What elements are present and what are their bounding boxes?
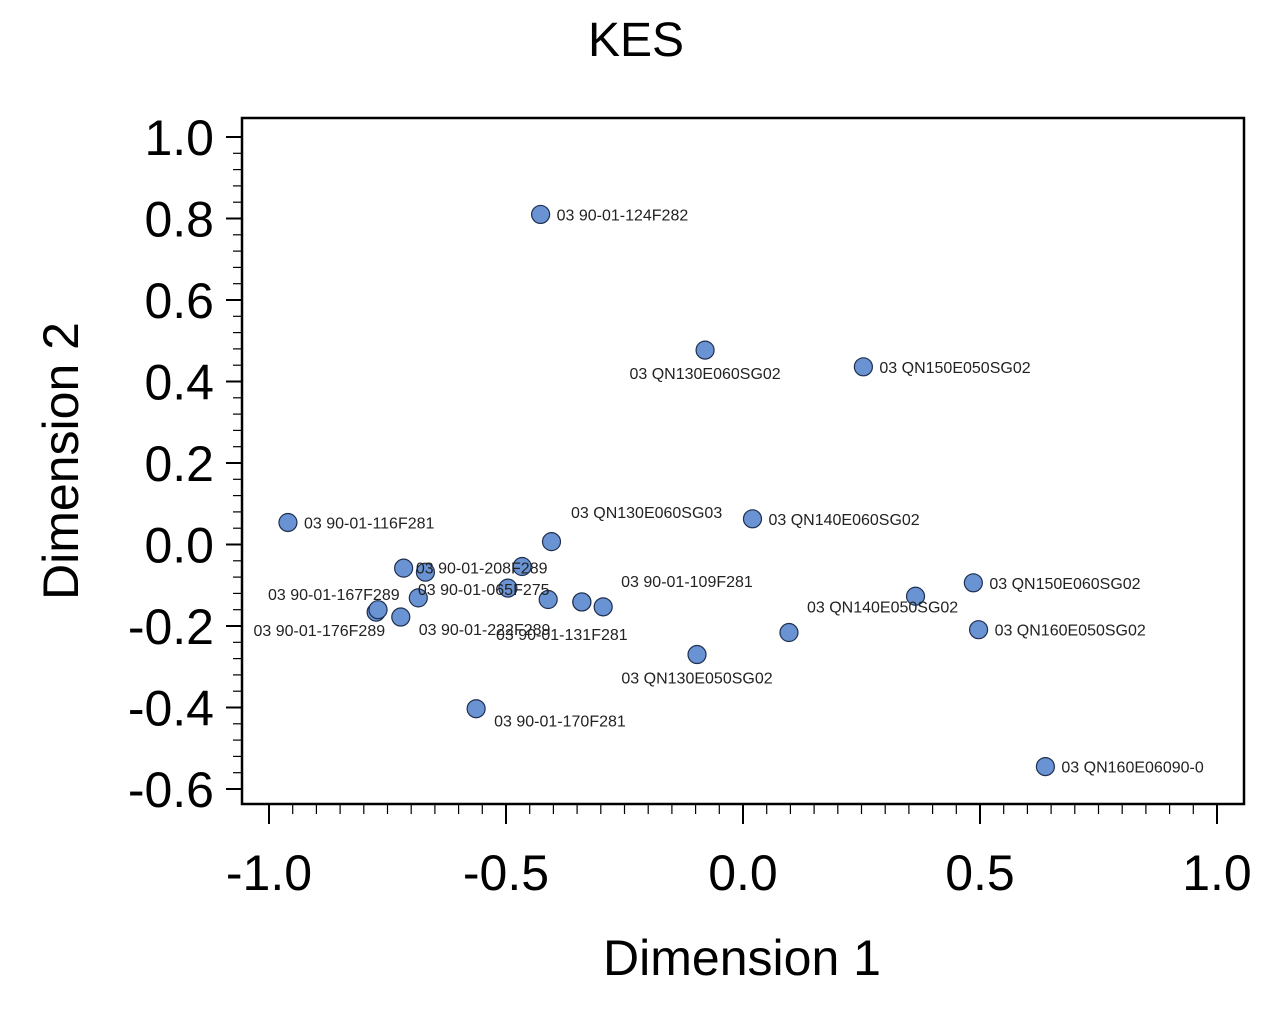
data-point: [963, 573, 983, 593]
point-label: 03 90-01-131F281: [496, 627, 628, 644]
data-points: [278, 204, 1056, 777]
y-tick-label: 0.8: [144, 192, 214, 248]
point-label: 03 90-01-124F282: [557, 207, 689, 224]
data-point: [742, 509, 763, 529]
data-point: [368, 600, 388, 620]
y-tick-label: 1.0: [144, 110, 214, 166]
data-point: [498, 578, 518, 598]
x-tick-label: 0.0: [708, 845, 778, 901]
data-point: [415, 562, 436, 582]
x-tick-label: 1.0: [1182, 845, 1252, 901]
y-tick-label: 0.2: [144, 436, 214, 492]
data-point: [512, 556, 532, 577]
point-label: 03 90-01-167F289: [268, 587, 400, 604]
data-point: [541, 532, 562, 552]
y-tick-label: 0.4: [144, 355, 214, 411]
x-tick-label: 0.5: [945, 845, 1015, 901]
x-tick-label: -1.0: [226, 845, 312, 901]
data-point: [391, 607, 411, 627]
point-label: 03 QN130E060SG03: [571, 505, 722, 522]
y-tick-label: -0.6: [128, 762, 214, 818]
y-axis-title: Dimension 2: [33, 322, 89, 600]
data-point: [531, 204, 551, 225]
data-point: [408, 588, 428, 608]
point-label: 03 90-01-222F289: [419, 622, 551, 639]
point-label: 03 90-01-170F281: [494, 714, 626, 731]
point-label: 03 QN130E060SG02: [629, 366, 780, 383]
data-point: [1035, 756, 1056, 777]
data-point: [968, 620, 989, 640]
point-label: 03 90-01-176F289: [253, 623, 385, 640]
point-labels: 03 90-01-124F282 03 QN130E060SG02 03 QN150…: [253, 207, 1203, 776]
data-point: [466, 699, 486, 719]
x-tick-label: -0.5: [463, 845, 549, 901]
x-axis: -1.0 -0.5 0.0 0.5 1.0: [226, 804, 1252, 901]
y-tick-label: -0.2: [128, 599, 214, 655]
point-label: 03 QN130E050SG02: [621, 671, 772, 688]
y-tick-label: -0.4: [128, 681, 214, 737]
data-point: [687, 644, 707, 665]
data-point: [695, 340, 715, 360]
data-point: [593, 597, 613, 617]
point-label: 03 90-01-208F289: [416, 561, 548, 578]
data-point: [905, 586, 926, 606]
point-label: 03 QN160E050SG02: [995, 623, 1146, 640]
data-point: [572, 592, 592, 612]
point-label: 03 QN140E050SG02: [807, 600, 958, 617]
data-point: [538, 589, 558, 610]
chart-title: KES: [588, 14, 684, 67]
point-label: 03 QN150E060SG02: [989, 576, 1140, 593]
point-label: 03 QN160E06090-0: [1061, 760, 1203, 777]
data-point: [278, 512, 298, 533]
point-label: 03 90-01-116F281: [304, 515, 435, 532]
data-point: [779, 622, 799, 643]
data-point: [394, 558, 414, 578]
y-tick-label: 0.0: [144, 518, 214, 574]
point-label: 03 QN150E050SG02: [879, 360, 1030, 377]
y-tick-label: 0.6: [144, 273, 214, 329]
plot-area-frame: [240, 116, 1246, 806]
point-label: 03 90-01-065F275: [418, 582, 550, 599]
point-label: 03 90-01-109F281: [621, 574, 753, 591]
point-label: 03 QN140E060SG02: [768, 512, 919, 529]
y-axis: 1.0 0.8 0.6 0.4 0.2 0.0 -0.2 -0.4 -0.6: [128, 110, 242, 818]
x-axis-title: Dimension 1: [603, 930, 881, 986]
data-point: [853, 357, 873, 377]
